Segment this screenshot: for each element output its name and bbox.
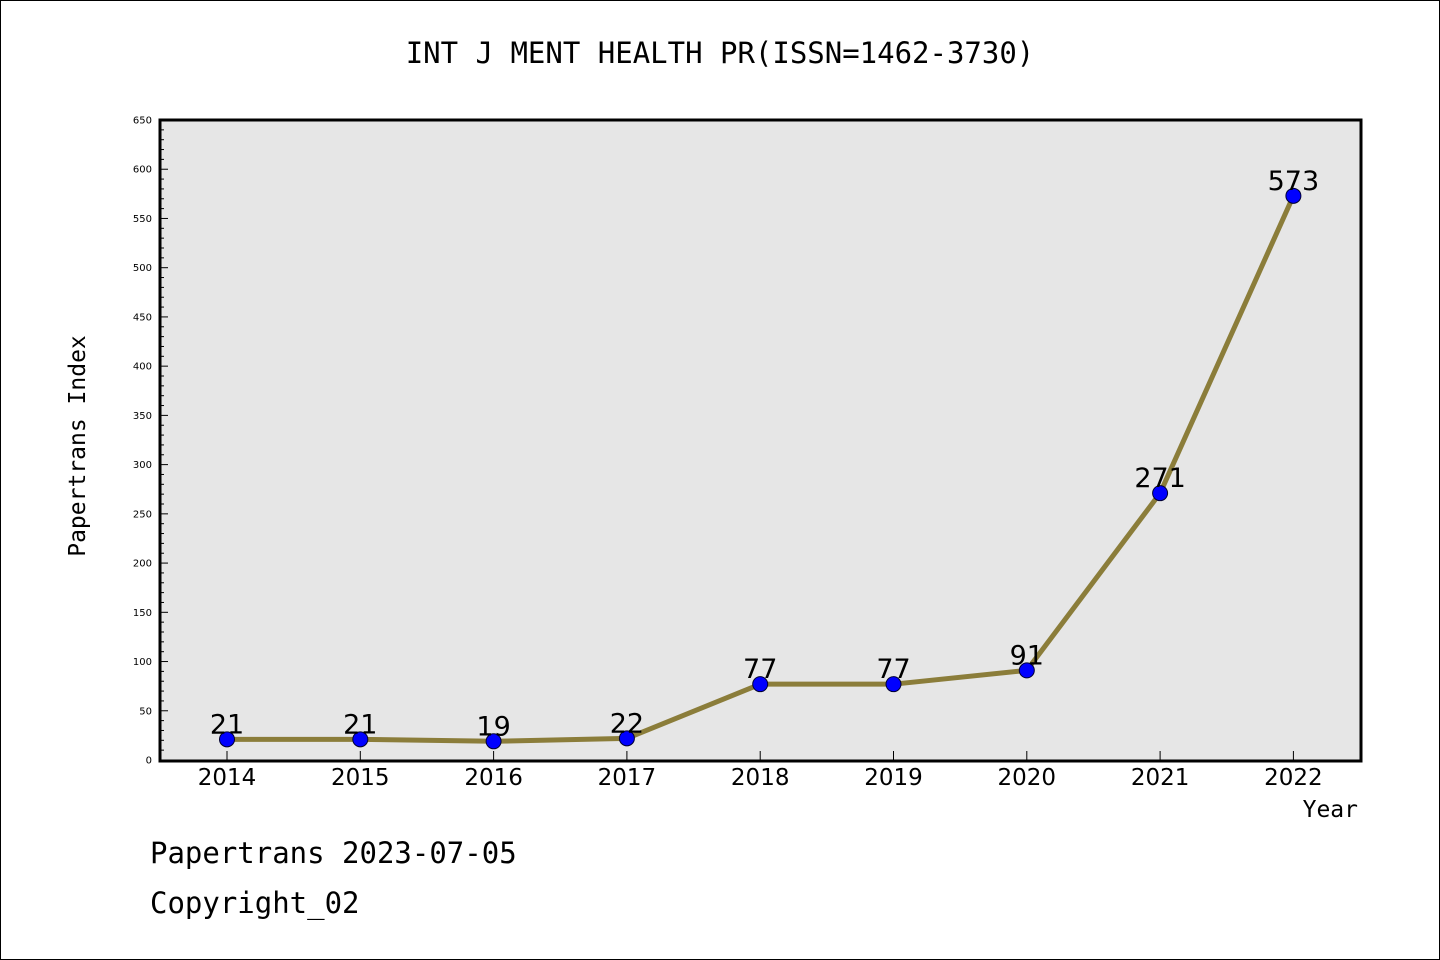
- data-point: [752, 676, 769, 693]
- y-tick-label: 50: [139, 706, 152, 717]
- x-tick-label: 2017: [598, 765, 657, 791]
- x-tick-label: 2016: [464, 765, 523, 791]
- data-point: [485, 733, 502, 750]
- data-label: 573: [1268, 166, 1320, 197]
- x-tick-label: 2019: [864, 765, 923, 791]
- y-tick-label: 150: [133, 608, 152, 619]
- x-tick-label: 2022: [1264, 765, 1323, 791]
- chart-title: INT J MENT HEALTH PR(ISSN=1462-3730): [405, 36, 1035, 70]
- x-tick-label: 2021: [1131, 765, 1190, 791]
- y-axis: 0 50 100 150 200 250 300 350 400 450 500 550 600 650: [133, 116, 168, 767]
- data-label: 19: [476, 711, 510, 742]
- y-tick-label: 250: [133, 509, 152, 520]
- data-point: [1285, 187, 1302, 204]
- y-tick-label: 0: [146, 756, 152, 767]
- data-point: [352, 731, 369, 748]
- y-tick-label: 650: [133, 116, 152, 127]
- data-label: 21: [343, 709, 377, 740]
- x-axis: 2014 2015 2016 2017 2018 2019 2020 2021 2022: [198, 751, 1323, 791]
- data-label: 77: [743, 654, 777, 685]
- y-tick-label: 200: [133, 559, 152, 570]
- y-tick-label: 300: [133, 460, 152, 471]
- footer-copyright-line: Copyright_02: [150, 886, 360, 920]
- y-tick-label: 500: [133, 263, 152, 274]
- y-tick-label: 100: [133, 657, 152, 668]
- x-axis-label: Year: [1302, 797, 1358, 823]
- y-tick-label: 450: [133, 312, 152, 323]
- x-tick-label: 2015: [331, 765, 390, 791]
- y-tick-label: 400: [133, 362, 152, 373]
- plot-area: [158, 118, 1363, 763]
- y-tick-label: 600: [133, 165, 152, 176]
- x-tick-label: 2020: [998, 765, 1057, 791]
- data-point: [1152, 485, 1169, 502]
- data-series: 21 21 19 22 77 77 91 271 573: [210, 166, 1320, 750]
- data-label: 22: [610, 708, 644, 739]
- x-tick-label: 2014: [198, 765, 257, 791]
- footer-date-line: Papertrans 2023-07-05: [150, 836, 517, 870]
- data-label: 91: [1010, 640, 1044, 671]
- data-label: 271: [1134, 463, 1186, 494]
- data-label: 77: [876, 654, 910, 685]
- data-label: 21: [210, 709, 244, 740]
- y-tick-label: 550: [133, 214, 152, 225]
- data-point: [618, 730, 635, 747]
- y-tick-label: 350: [133, 411, 152, 422]
- data-point: [219, 731, 235, 748]
- data-point: [885, 676, 902, 693]
- data-point: [1018, 662, 1035, 679]
- x-tick-label: 2018: [731, 765, 790, 791]
